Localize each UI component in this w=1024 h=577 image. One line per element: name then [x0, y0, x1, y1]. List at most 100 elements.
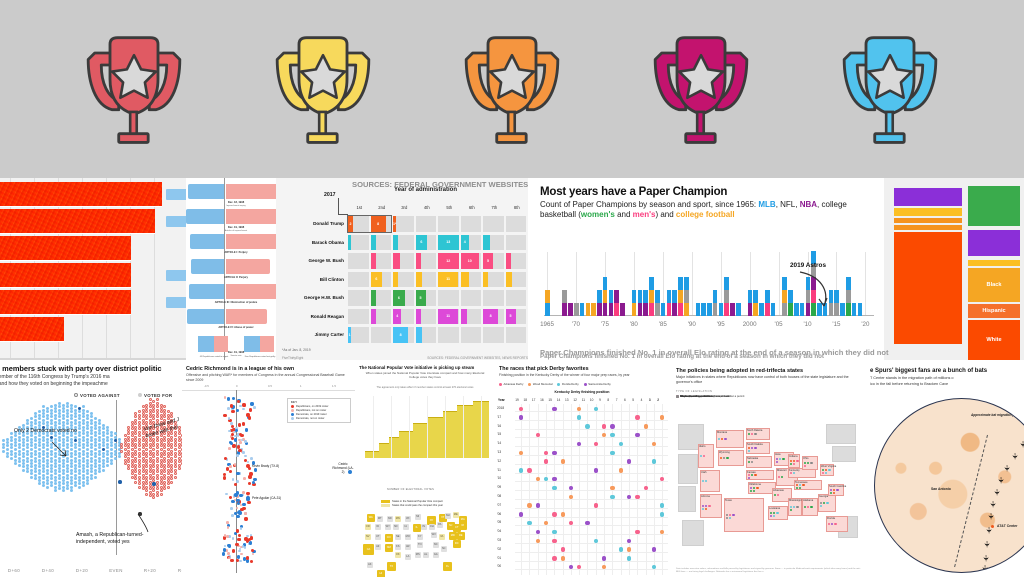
derby-result-dot[interactable]: [602, 424, 607, 429]
house-member-dot[interactable]: [26, 429, 29, 432]
house-member-dot[interactable]: [38, 475, 41, 479]
house-member-dot[interactable]: [18, 439, 21, 443]
npv-state-cell[interactable]: AL: [423, 552, 429, 558]
house-member-dot[interactable]: [114, 453, 117, 457]
house-member-dot[interactable]: [90, 446, 93, 449]
house-member-dot[interactable]: [58, 456, 61, 460]
house-member-dot[interactable]: [166, 478, 170, 482]
house-member-dot[interactable]: [138, 447, 141, 451]
house-member-dot[interactable]: [42, 418, 45, 422]
house-member-dot[interactable]: [156, 470, 159, 474]
house-member-dot[interactable]: [166, 440, 170, 444]
war-dot[interactable]: [242, 543, 247, 547]
house-member-dot[interactable]: [134, 450, 138, 453]
house-member-dot[interactable]: [42, 484, 45, 487]
panel-red-trifecta-map[interactable]: The policies being adopted in red-trifec…: [668, 360, 868, 577]
house-member-dot[interactable]: [6, 451, 9, 455]
house-member-dot[interactable]: [148, 442, 152, 446]
house-member-dot[interactable]: [159, 403, 163, 407]
war-dot[interactable]: [247, 500, 251, 504]
house-member-dot[interactable]: [94, 444, 97, 448]
house-member-dot[interactable]: [46, 478, 49, 482]
war-dot[interactable]: [238, 438, 241, 442]
house-member-dot[interactable]: [148, 405, 152, 409]
derby-result-dot[interactable]: [610, 450, 615, 455]
derby-result-dot[interactable]: [610, 424, 615, 429]
war-dot[interactable]: [231, 499, 235, 504]
p4-bar-stack[interactable]: [828, 290, 834, 316]
derby-result-dot[interactable]: [552, 406, 557, 411]
house-member-dot[interactable]: [152, 434, 156, 438]
house-member-dot[interactable]: [66, 470, 69, 474]
house-member-dot[interactable]: [152, 468, 156, 472]
house-member-dot[interactable]: [62, 461, 65, 465]
house-member-dot[interactable]: [94, 472, 97, 476]
war-dot[interactable]: [244, 512, 247, 515]
house-member-dot[interactable]: [130, 420, 134, 424]
house-member-dot[interactable]: [74, 460, 77, 464]
house-member-dot[interactable]: [159, 458, 163, 462]
house-member-dot[interactable]: [62, 417, 65, 421]
house-member-dot[interactable]: [130, 437, 134, 441]
house-member-dot[interactable]: [50, 435, 53, 439]
house-member-dot[interactable]: [58, 432, 61, 436]
house-member-dot[interactable]: [22, 468, 25, 472]
house-member-dot[interactable]: [94, 455, 97, 459]
p8-cartogram[interactable]: WA MT ND MN WI MI NY VT NH ME OR ID WY SD IA IL IN OH PA NJ…: [361, 512, 489, 577]
house-member-dot[interactable]: [152, 437, 156, 441]
house-member-dot[interactable]: [90, 460, 93, 464]
house-member-dot[interactable]: [78, 410, 81, 414]
house-member-dot[interactable]: [86, 472, 89, 476]
house-member-dot[interactable]: [145, 430, 149, 434]
house-member-dot[interactable]: [30, 455, 33, 459]
house-member-dot[interactable]: [134, 439, 138, 443]
derby-result-dot[interactable]: [651, 547, 657, 552]
house-member-dot[interactable]: [159, 427, 163, 431]
p4-bar-stack[interactable]: [683, 277, 689, 316]
p3-grid-cell[interactable]: [370, 327, 391, 343]
house-member-dot[interactable]: [145, 461, 149, 465]
war-dot[interactable]: [239, 527, 243, 530]
p3-value-block[interactable]: 1: [348, 327, 352, 343]
p3-grid-cell[interactable]: [393, 271, 414, 287]
house-member-dot[interactable]: [58, 442, 61, 446]
house-member-dot[interactable]: [18, 442, 21, 446]
derby-result-dot[interactable]: [593, 538, 599, 543]
house-member-dot[interactable]: [134, 418, 138, 422]
house-member-dot[interactable]: [82, 450, 85, 453]
npv-state-cell[interactable]: FL: [443, 562, 452, 571]
npv-state-cell[interactable]: MS: [415, 552, 421, 558]
house-member-dot[interactable]: [50, 463, 53, 467]
derby-result-dot[interactable]: [602, 565, 607, 570]
p4-bar-stack[interactable]: [730, 303, 735, 316]
house-member-dot[interactable]: [18, 463, 21, 467]
house-member-dot[interactable]: [156, 487, 159, 491]
house-member-dot[interactable]: [66, 429, 69, 432]
house-member-dot[interactable]: [148, 425, 152, 429]
npv-state-cell[interactable]: NE: [395, 534, 401, 540]
house-member-dot[interactable]: [156, 418, 159, 422]
house-member-dot[interactable]: [70, 485, 73, 489]
house-member-dot[interactable]: [54, 447, 57, 451]
war-dot[interactable]: [242, 422, 246, 426]
house-member-dot[interactable]: [159, 465, 163, 469]
house-member-dot[interactable]: [46, 437, 49, 441]
npv-state-cell[interactable]: DC: [453, 540, 461, 548]
war-dot[interactable]: [237, 533, 242, 538]
house-member-dot[interactable]: [58, 450, 61, 453]
house-member-dot[interactable]: [26, 467, 29, 470]
war-dot[interactable]: [243, 477, 246, 480]
house-member-dot[interactable]: [156, 425, 159, 429]
p3-value-block[interactable]: 5: [505, 308, 516, 324]
p3-value-block[interactable]: [370, 253, 376, 269]
house-member-dot[interactable]: [86, 427, 89, 431]
war-dot[interactable]: [230, 424, 235, 429]
p3-value-block[interactable]: 13: [438, 234, 459, 250]
house-member-dot[interactable]: [156, 422, 159, 426]
house-member-dot[interactable]: [159, 434, 163, 438]
house-member-dot[interactable]: [163, 480, 167, 484]
house-member-dot[interactable]: [163, 446, 167, 449]
house-member-dot[interactable]: [110, 437, 113, 441]
derby-result-dot[interactable]: [635, 529, 640, 535]
p3-value-block[interactable]: 4: [393, 308, 402, 324]
